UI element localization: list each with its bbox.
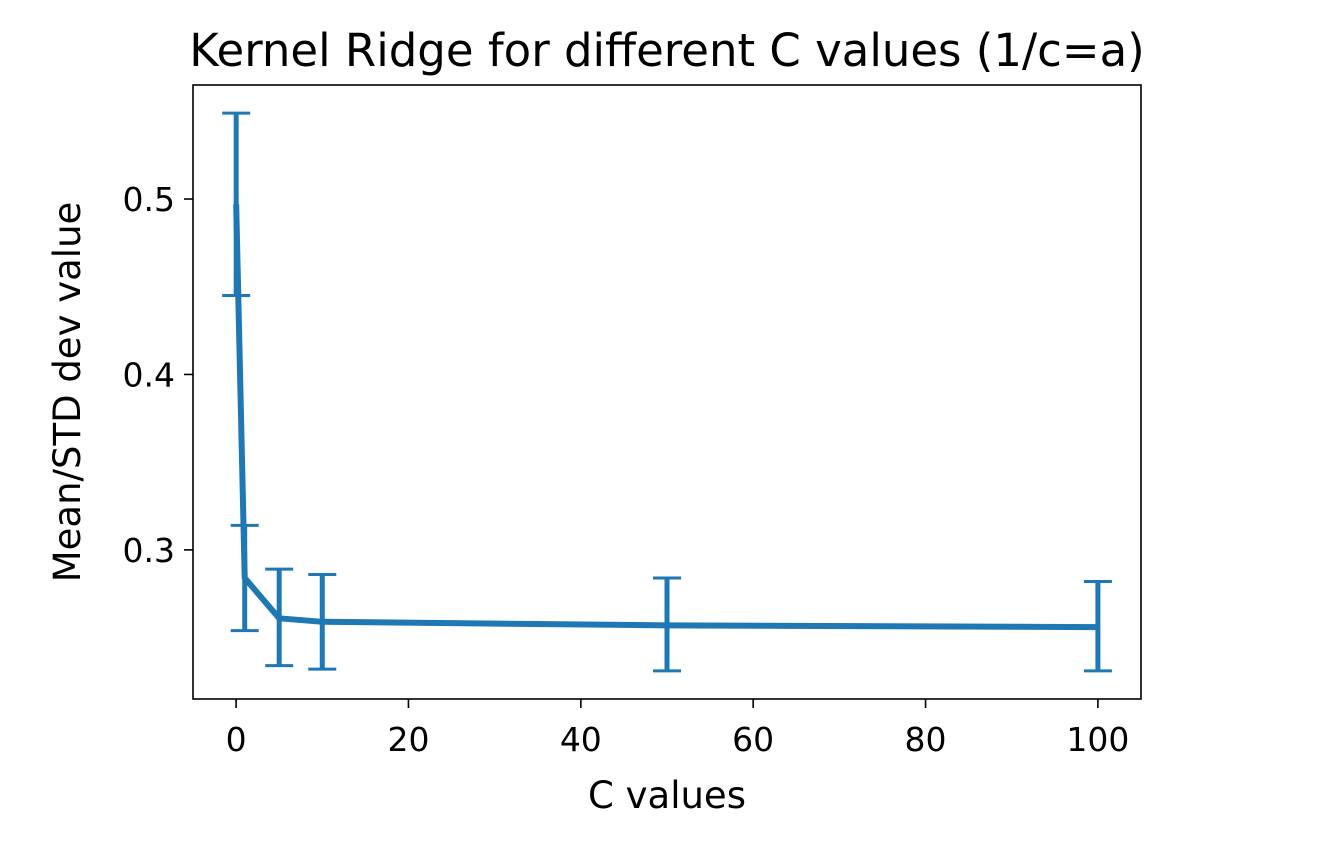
y-axis: 0.3 0.4 0.5	[123, 180, 193, 570]
x-tick-label: 100	[1066, 720, 1129, 759]
chart-title: Kernel Ridge for different C values (1/c…	[189, 24, 1144, 77]
y-tick-label: 0.5	[123, 180, 175, 219]
plot-area	[222, 111, 1112, 673]
series-line	[233, 204, 1098, 631]
x-tick-label: 40	[560, 720, 602, 759]
y-axis-label: Mean/STD dev value	[46, 202, 89, 583]
x-tick-label: 0	[226, 720, 247, 759]
y-tick-label: 0.4	[123, 355, 175, 394]
x-axis-label: C values	[588, 774, 746, 817]
series	[222, 111, 1112, 673]
x-tick-label: 80	[905, 720, 947, 759]
x-axis: 0 20 40 60 80 100	[226, 699, 1129, 759]
x-tick-label: 60	[732, 720, 774, 759]
x-tick-label: 20	[387, 720, 429, 759]
y-tick-label: 0.3	[123, 531, 175, 570]
plot-frame	[192, 84, 1142, 700]
